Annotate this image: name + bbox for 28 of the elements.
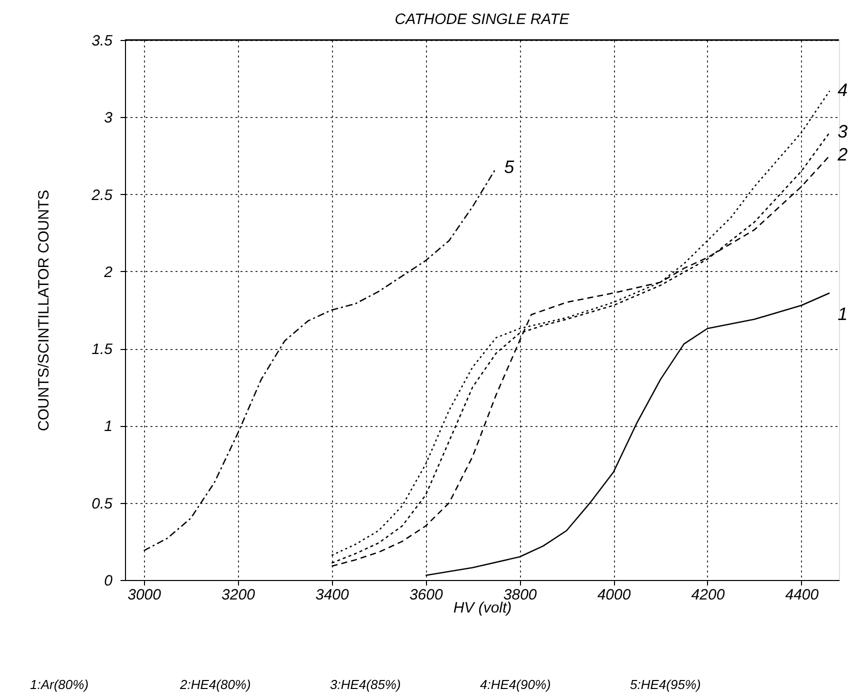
x-tick-label: 3600	[409, 586, 444, 604]
y-tick-label: 2	[103, 264, 114, 281]
y-tick-label: 3.5	[92, 32, 114, 50]
y-tick-label: 2.5	[90, 186, 114, 204]
x-tick-label: 3000	[128, 586, 162, 604]
y-tick-label: 0.5	[92, 495, 114, 512]
series-label: 4	[838, 80, 848, 100]
x-tick-label: 4400	[785, 586, 820, 604]
x-tick-label: 3400	[315, 586, 350, 604]
y-axis-title: COUNTS/SCINTILLATOR COUNTS	[36, 190, 53, 432]
series-label: 3	[838, 122, 848, 142]
series-label: 2	[836, 144, 848, 165]
text: 4:HE4(90%)	[480, 677, 551, 692]
y-tick-label: 3	[104, 110, 114, 127]
x-tick-label: 4200	[691, 586, 726, 604]
text: 5:HE4(95%)	[630, 677, 701, 692]
series-label: 1	[838, 304, 848, 324]
text: 1:Ar(80%)	[30, 677, 89, 692]
text: 3:HE4(85%)	[330, 677, 401, 692]
y-tick-label: 1.5	[92, 341, 114, 358]
x-tick-label: 4000	[597, 586, 632, 604]
y-tick-label: 0	[104, 572, 114, 590]
series-label: 5	[504, 157, 516, 178]
chart-title: CATHODE SINGLE RATE	[394, 11, 570, 28]
text: 2:HE4(80%)	[179, 677, 251, 692]
x-tick-label: 3200	[222, 586, 256, 604]
y-tick-label: 1	[104, 418, 112, 436]
x-axis-title: HV (volt)	[453, 600, 512, 616]
